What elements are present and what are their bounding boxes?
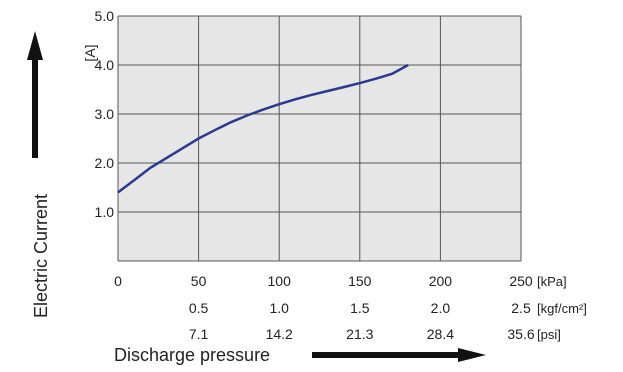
x-tick-label: 2.5 xyxy=(511,300,531,316)
x-tick-label: 0 xyxy=(114,273,122,289)
plot-area xyxy=(118,16,521,261)
y-axis-label: Electric Current xyxy=(31,194,51,318)
series-line xyxy=(117,63,409,194)
y-tick-label: 4.0 xyxy=(95,57,115,73)
x-tick-label: 1.0 xyxy=(269,300,289,316)
y-tick-label: 2.0 xyxy=(95,155,115,171)
x-axis-arrow xyxy=(312,348,486,362)
x-axis-ticks: 0 50 100 150 200 250 [kPa] 0.5 1.0 1.5 2.0 2.5 [kgf/… xyxy=(114,273,587,342)
y-axis-arrow xyxy=(27,31,43,158)
x-tick-label: 28.4 xyxy=(427,326,454,342)
x-tick-label: 35.6 xyxy=(507,326,534,342)
x-tick-label: 2.0 xyxy=(431,300,451,316)
x-tick-label: 14.2 xyxy=(266,326,293,342)
x-tick-label: 100 xyxy=(268,273,292,289)
y-tick-label: 3.0 xyxy=(95,106,115,122)
x-tick-label: 0.5 xyxy=(189,300,209,316)
x-tick-label: 150 xyxy=(348,273,372,289)
x-tick-label: 50 xyxy=(191,273,207,289)
y-tick-label: 1.0 xyxy=(95,204,115,220)
grid xyxy=(117,15,522,262)
y-tick-label: 5.0 xyxy=(95,8,115,24)
y-unit: [A] xyxy=(82,44,98,61)
x-axis-label: Discharge pressure xyxy=(114,345,270,365)
x-tick-label: 1.5 xyxy=(350,300,370,316)
x-tick-label: 250 xyxy=(509,273,533,289)
y-axis-ticks: 1.0 2.0 3.0 4.0 5.0 xyxy=(95,8,115,220)
x-unit-label: [kgf/cm²] xyxy=(537,301,587,316)
x-unit-label: [kPa] xyxy=(537,274,567,289)
x-unit-label: [psi] xyxy=(537,327,561,342)
x-tick-label: 7.1 xyxy=(189,326,209,342)
x-tick-label: 21.3 xyxy=(346,326,373,342)
x-tick-label: 200 xyxy=(429,273,453,289)
